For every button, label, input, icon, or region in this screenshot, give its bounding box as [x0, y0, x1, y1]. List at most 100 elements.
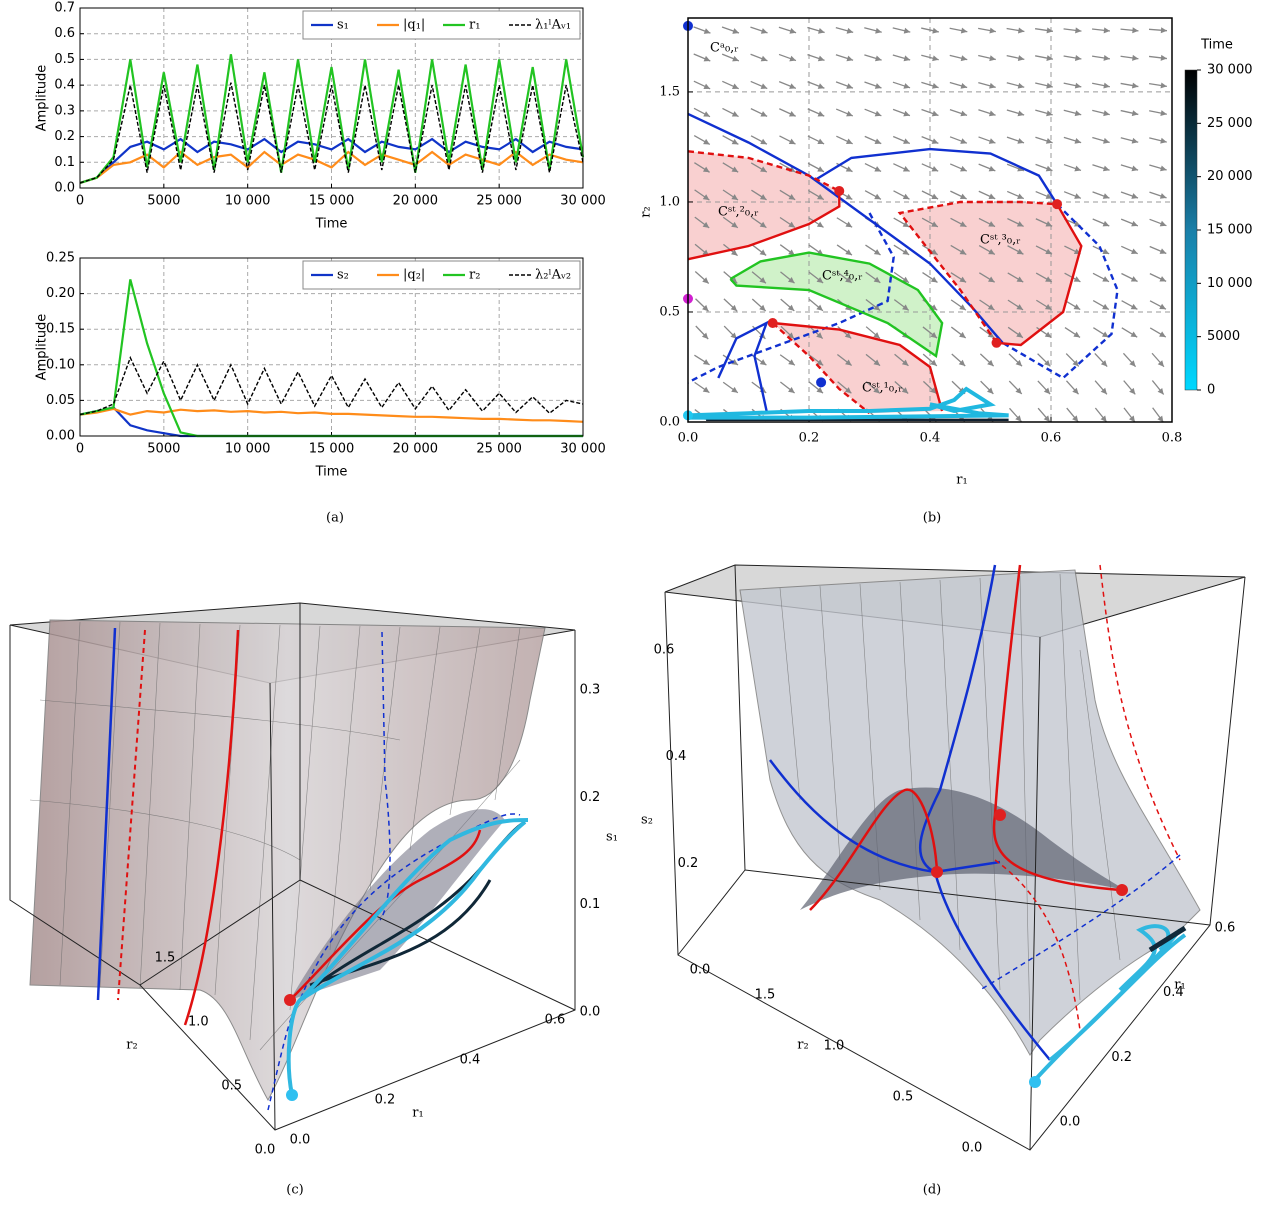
- manifold-curve: [814, 147, 1059, 205]
- field-arrow-head: [1015, 359, 1023, 367]
- field-arrow-head: [988, 221, 996, 227]
- field-arrow-head: [1160, 165, 1167, 172]
- field-arrow-head: [1102, 248, 1110, 254]
- field-arrow-head: [730, 304, 738, 312]
- x-axis-label: r₁: [956, 473, 967, 488]
- stability-region: [899, 202, 1082, 345]
- field-arrow-head: [873, 276, 881, 283]
- field-arrow-head: [959, 276, 967, 283]
- y-tick-label: 1.5: [155, 951, 176, 966]
- manifold-curve: [772, 321, 944, 412]
- x-tick-label: 0.6: [1041, 431, 1062, 446]
- field-arrow-head: [703, 138, 710, 145]
- field-arrow-head: [818, 27, 825, 34]
- x-tick-label: 10 000: [225, 442, 271, 457]
- field-arrow-head: [788, 221, 795, 228]
- field-arrow-head: [731, 359, 739, 365]
- field-arrow-head: [988, 248, 995, 255]
- z-tick-label: 0.2: [580, 790, 601, 805]
- y-tick-label: 0.00: [46, 429, 75, 444]
- field-arrow-head: [760, 28, 768, 34]
- field-arrow-head: [1073, 276, 1081, 282]
- field-arrow-head: [703, 111, 710, 117]
- field-arrow-head: [816, 221, 824, 228]
- field-arrow-head: [1016, 304, 1024, 310]
- colorbar: [1184, 69, 1198, 391]
- field-arrow-head: [760, 83, 768, 89]
- region-label: Cˢᵗ,⁴₀,ᵣ: [822, 269, 863, 284]
- field-arrow-head: [845, 138, 853, 144]
- field-arrow-head: [1074, 82, 1082, 89]
- field-arrow-head: [788, 194, 796, 200]
- legend-label: r₁: [469, 18, 480, 33]
- field-arrow-head: [730, 249, 738, 256]
- series-line: [79, 82, 584, 184]
- field-arrow-head: [787, 277, 795, 284]
- field-arrow-head: [816, 276, 824, 283]
- y-tick-label: 0.7: [54, 1, 75, 16]
- region-label: Cᵃ₀,ᵣ: [710, 41, 739, 56]
- x-tick-label: 0.0: [290, 1133, 311, 1148]
- field-arrow-head: [1073, 331, 1081, 338]
- equilibrium-point: [767, 317, 778, 328]
- y-tick-label: 1.5: [755, 988, 776, 1003]
- field-arrow-head: [1046, 82, 1053, 89]
- legend-label: s₁: [337, 18, 349, 33]
- colorbar-tick-label: 30 000: [1207, 63, 1253, 78]
- x-tick-label: 0: [76, 194, 84, 209]
- field-arrow-head: [1103, 137, 1110, 144]
- x-tick-label: 0.4: [920, 431, 941, 446]
- field-arrow-head: [1102, 276, 1109, 282]
- field-arrow-head: [1159, 193, 1167, 199]
- manifold-curve: [996, 203, 1083, 347]
- field-arrow-head: [1017, 138, 1025, 144]
- field-arrow-head: [789, 28, 797, 34]
- y-tick-label: 0.5: [54, 52, 75, 67]
- field-arrow-head: [1046, 55, 1053, 62]
- field-arrow-head: [932, 55, 939, 62]
- field-arrow-head: [1017, 82, 1025, 89]
- field-arrow-head: [845, 221, 853, 228]
- x-tick-label: 30 000: [560, 442, 606, 457]
- panel-c-drawing: [9, 602, 576, 1131]
- field-arrow-head: [1159, 276, 1167, 282]
- field-arrow-head: [874, 83, 882, 89]
- z-tick-label: 0.0: [690, 963, 711, 978]
- legend-label: |q₁|: [403, 18, 425, 33]
- y-tick-label: 0.15: [46, 322, 75, 337]
- field-arrow-head: [789, 83, 796, 89]
- field-arrow-head: [1160, 137, 1167, 144]
- field-arrow-head: [760, 166, 767, 173]
- colorbar-tick-label: 5000: [1207, 329, 1240, 344]
- x-tick-label: 10 000: [225, 194, 271, 209]
- field-arrow-head: [1017, 110, 1025, 117]
- field-arrow-head: [1102, 165, 1110, 172]
- x-tick-label: 0.0: [678, 431, 699, 446]
- x-tick-label: 0.6: [1215, 921, 1236, 936]
- field-arrow-head: [1072, 415, 1079, 422]
- field-arrow-head: [731, 166, 739, 173]
- field-arrow-head: [903, 138, 910, 144]
- field-arrow-head: [1044, 304, 1052, 310]
- field-arrow-head: [931, 83, 939, 89]
- field-arrow-head: [702, 221, 710, 228]
- field-arrow-head: [1130, 276, 1138, 282]
- y-tick-label: 0.10: [46, 357, 75, 372]
- field-arrow-head: [846, 110, 853, 117]
- field-arrow-head: [1131, 82, 1139, 89]
- field-arrow-head: [817, 55, 825, 62]
- y-tick-label: 0.05: [46, 393, 75, 408]
- field-arrow-head: [702, 359, 710, 365]
- field-arrow-head: [760, 138, 767, 145]
- colorbar-tick-label: 20 000: [1207, 169, 1253, 184]
- field-arrow-head: [1016, 248, 1024, 255]
- legend-box: [302, 10, 581, 40]
- series-line: [79, 407, 584, 423]
- field-arrow-head: [844, 332, 852, 339]
- field-arrow-head: [931, 165, 939, 172]
- field-arrow-head: [1130, 331, 1138, 338]
- legend-label: λ₁ˡAᵥ₁: [535, 18, 571, 33]
- field-arrow-head: [989, 27, 996, 34]
- field-arrow-head: [732, 55, 739, 62]
- caption: (c): [286, 1183, 303, 1198]
